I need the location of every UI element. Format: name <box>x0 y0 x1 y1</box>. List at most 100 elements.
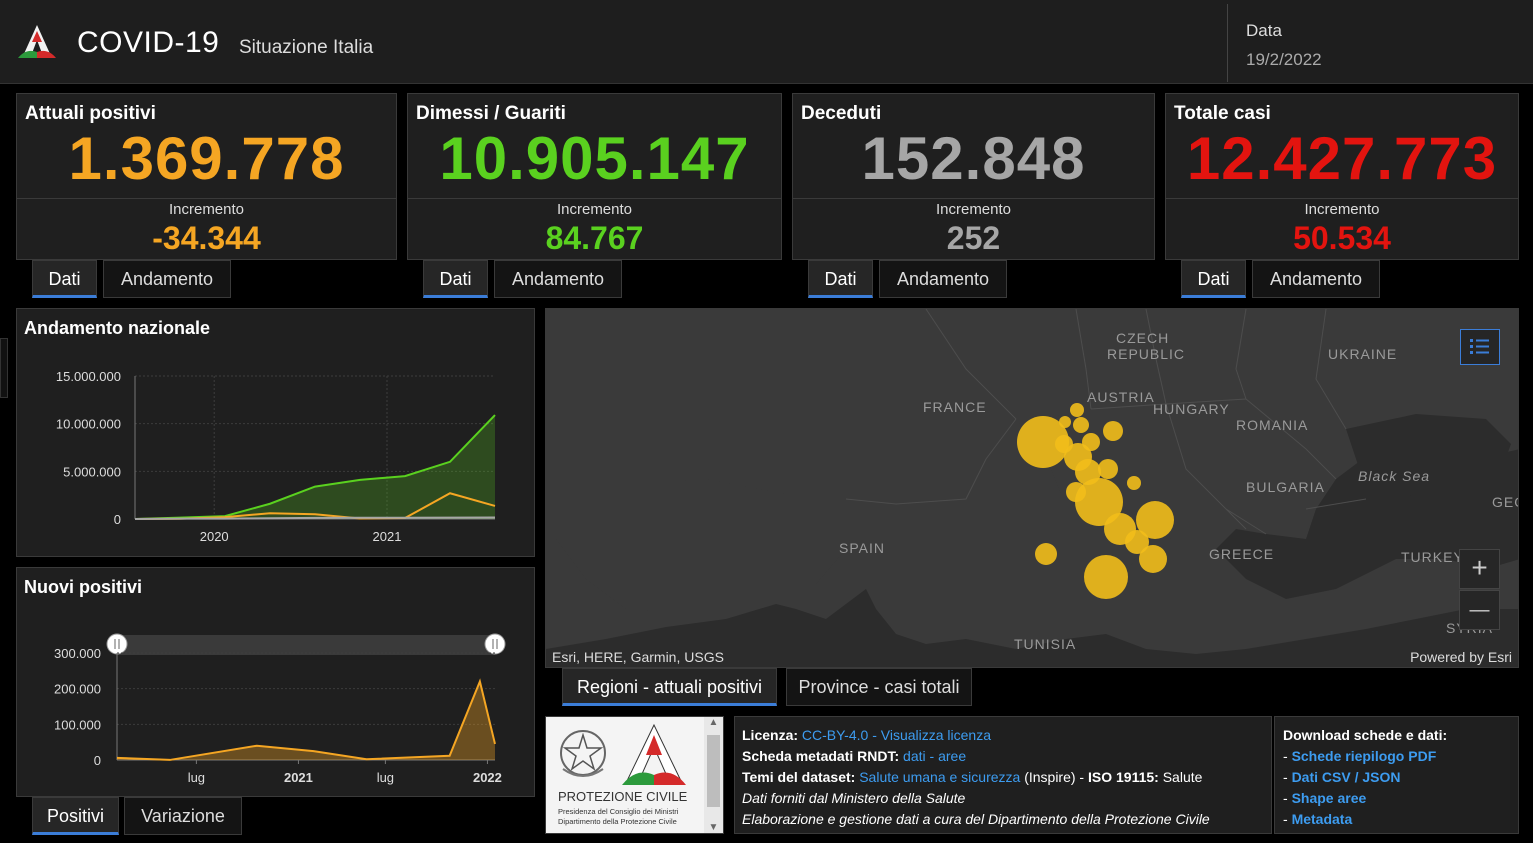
download-pdf-link[interactable]: Schede riepilogo PDF <box>1291 748 1437 764</box>
app-title: COVID-19 <box>77 26 220 59</box>
date-box: Data 19/2/2022 <box>1227 4 1533 82</box>
scheda-line: Scheda metadati RNDT: dati - aree <box>742 746 1264 767</box>
kpi-title: Deceduti <box>801 103 882 124</box>
licenza-line: Licenza: CC-BY-4.0 - Visualizza licenza <box>742 725 1264 746</box>
y-tick-label: 0 <box>114 512 121 527</box>
visualizza-licenza-link[interactable]: Visualizza licenza <box>880 727 992 743</box>
region-bubble <box>1017 416 1069 468</box>
temi-link[interactable]: Salute umana e sicurezza <box>859 769 1021 785</box>
y-tick-label: 200.000 <box>54 682 101 697</box>
panel-title: Nuovi positivi <box>24 577 143 597</box>
tab-andamento[interactable]: Andamento <box>879 260 1007 298</box>
map-label-hungary: HUNGARY <box>1153 401 1230 417</box>
map-label-turkey: TURKEY <box>1401 549 1464 565</box>
tab-province[interactable]: Province - casi totali <box>786 668 972 706</box>
kpi-attuali-positivi: Attuali positivi 1.369.778 Incremento -3… <box>16 93 397 260</box>
download-csv-link[interactable]: Dati CSV / JSON <box>1291 769 1401 785</box>
tab-positivi[interactable]: Positivi <box>32 797 119 835</box>
left-edge-handle[interactable] <box>0 338 8 398</box>
download-metadata-link[interactable]: Metadata <box>1291 811 1353 827</box>
y-tick-label: 0 <box>94 753 101 768</box>
kpi-totale-casi: Totale casi 12.427.773 Incremento 50.534 <box>1165 93 1519 260</box>
andamento-nazionale-chart: 0 5.000.000 10.000.000 15.000.000 2020 2021 <box>56 369 496 544</box>
zoom-out-button[interactable]: — <box>1459 590 1500 630</box>
temi-line: Temi del dataset: Salute umana e sicurez… <box>742 767 1264 788</box>
footer-downloads: Download schede e dati: - Schede riepilo… <box>1274 716 1519 834</box>
tab-variazione[interactable]: Variazione <box>124 797 242 835</box>
kpi-increment-label: Incremento <box>556 201 633 218</box>
kpi-title: Totale casi <box>1174 103 1271 124</box>
region-bubble <box>1075 478 1123 526</box>
temi-inspire: (Inspire) - <box>1020 769 1088 785</box>
region-bubble <box>1055 435 1073 453</box>
zoom-in-button[interactable]: + <box>1459 549 1500 589</box>
app-subtitle: Situazione Italia <box>239 37 374 58</box>
tab-andamento[interactable]: Andamento <box>1252 260 1380 298</box>
region-bubble <box>1035 543 1057 565</box>
map-powered-by[interactable]: Powered by Esri <box>1410 649 1512 665</box>
x-tick-label: 2021 <box>373 529 402 544</box>
region-bubble <box>1103 421 1123 441</box>
series-area-0 <box>135 415 495 519</box>
scroll-up-icon[interactable]: ▲ <box>708 717 719 728</box>
map-label-republic: REPUBLIC <box>1107 346 1185 362</box>
scheda-aree-link[interactable]: aree <box>938 748 967 764</box>
map-label-ukraine: UKRAINE <box>1328 346 1397 362</box>
protezione-civile-logo-icon <box>18 25 56 58</box>
map-view[interactable]: CZECH REPUBLIC UKRAINE FRANCE AUSTRIA HU… <box>545 308 1519 668</box>
y-tick-label: 100.000 <box>54 717 101 732</box>
protezione-civile-triangle-icon <box>622 723 686 785</box>
licenza-value-link[interactable]: CC-BY-4.0 <box>801 727 869 743</box>
tab-dati[interactable]: Dati <box>32 260 97 298</box>
kpi-increment-label: Incremento <box>168 201 245 218</box>
tab-dati[interactable]: Dati <box>423 260 488 298</box>
kpi-deceduti: Deceduti 152.848 Incremento 252 <box>792 93 1155 260</box>
scrollbar-thumb[interactable] <box>707 735 720 807</box>
iso-value: Salute <box>1158 769 1203 785</box>
tab-andamento[interactable]: Andamento <box>103 260 231 298</box>
tab-andamento[interactable]: Andamento <box>494 260 622 298</box>
fonte-text: Dati forniti dal Ministero della Salute <box>742 790 966 806</box>
map-label-tunisia: TUNISIA <box>1014 636 1076 652</box>
series-line <box>116 678 496 761</box>
footer-scrollbar[interactable]: ▲ ▼ <box>704 717 723 833</box>
region-bubble <box>1098 459 1118 479</box>
licenza-sep: - <box>868 727 881 743</box>
header: COVID-19 Situazione Italia Data 19/2/202… <box>0 0 1533 84</box>
series-line-0 <box>134 414 496 520</box>
scheda-label: Scheda metadati RNDT: <box>742 748 900 764</box>
y-tick-label: 10.000.000 <box>56 417 121 432</box>
kpi-value: 12.427.773 <box>1186 125 1498 192</box>
elaborazione-text: Elaborazione e gestione dati a cura del … <box>742 811 1210 827</box>
tab-regioni[interactable]: Regioni - attuali positivi <box>562 668 777 706</box>
map-bubbles[interactable] <box>546 309 1519 668</box>
region-bubble <box>1059 416 1071 428</box>
x-tick-label: lug <box>377 770 394 785</box>
tab-dati[interactable]: Dati <box>1181 260 1246 298</box>
nuovi-positivi-chart: 0 100.000 200.000 300.000 lug 2021 lug 2022 <box>54 633 506 785</box>
download-shape-link[interactable]: Shape aree <box>1291 790 1367 806</box>
footer-info: Licenza: CC-BY-4.0 - Visualizza licenza … <box>734 716 1272 834</box>
region-bubble <box>1070 403 1084 417</box>
scheda-dati-link[interactable]: dati <box>903 748 926 764</box>
region-bubble <box>1139 545 1167 573</box>
list-icon <box>1470 339 1489 354</box>
nuovi-positivi-panel: Nuovi positivi 0 100.000 200.000 300.000 lug… <box>16 567 535 797</box>
scroll-down-icon[interactable]: ▼ <box>708 822 719 833</box>
kpi-dimessi-guariti: Dimessi / Guariti 10.905.147 Incremento … <box>407 93 782 260</box>
x-tick-label: 2022 <box>473 770 502 785</box>
map-label-romania: ROMANIA <box>1236 417 1308 433</box>
legend-list-button[interactable] <box>1460 329 1500 365</box>
kpi-value: 1.369.778 <box>68 125 345 192</box>
series-area <box>117 681 495 760</box>
map-label-greece: GREECE <box>1209 546 1274 562</box>
kpi-increment-value: -34.344 <box>152 220 261 256</box>
range-slider-track <box>117 635 495 655</box>
series-line-2 <box>134 516 496 520</box>
kpi-increment-value: 84.767 <box>545 220 644 256</box>
region-bubble <box>1066 482 1086 502</box>
region-bubble <box>1127 476 1141 490</box>
tab-dati[interactable]: Dati <box>808 260 873 298</box>
x-tick-label: 2021 <box>284 770 313 785</box>
x-tick-label: 2020 <box>200 529 229 544</box>
